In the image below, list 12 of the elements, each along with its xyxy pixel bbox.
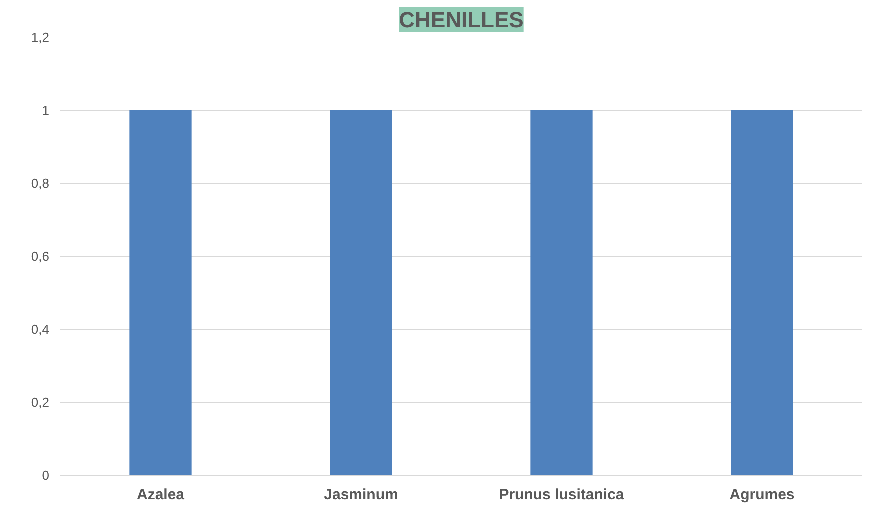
y-tick-label: 0,2 bbox=[31, 395, 50, 410]
y-tick-label: 1,2 bbox=[31, 30, 50, 45]
y-tick-label: 0 bbox=[42, 468, 50, 483]
y-tick-label: 0,6 bbox=[31, 249, 50, 264]
x-tick-label: Prunus lusitanica bbox=[499, 486, 625, 504]
x-tick-label: Azalea bbox=[136, 486, 186, 504]
y-tick-label: 1 bbox=[42, 103, 50, 118]
y-tick-label: 0,8 bbox=[31, 176, 50, 191]
chart-title: CHENILLES bbox=[399, 8, 524, 32]
x-tick-label: Agrumes bbox=[730, 486, 795, 504]
y-tick-label: 0,4 bbox=[31, 322, 50, 337]
x-tick-label: Jasminum bbox=[324, 486, 398, 504]
